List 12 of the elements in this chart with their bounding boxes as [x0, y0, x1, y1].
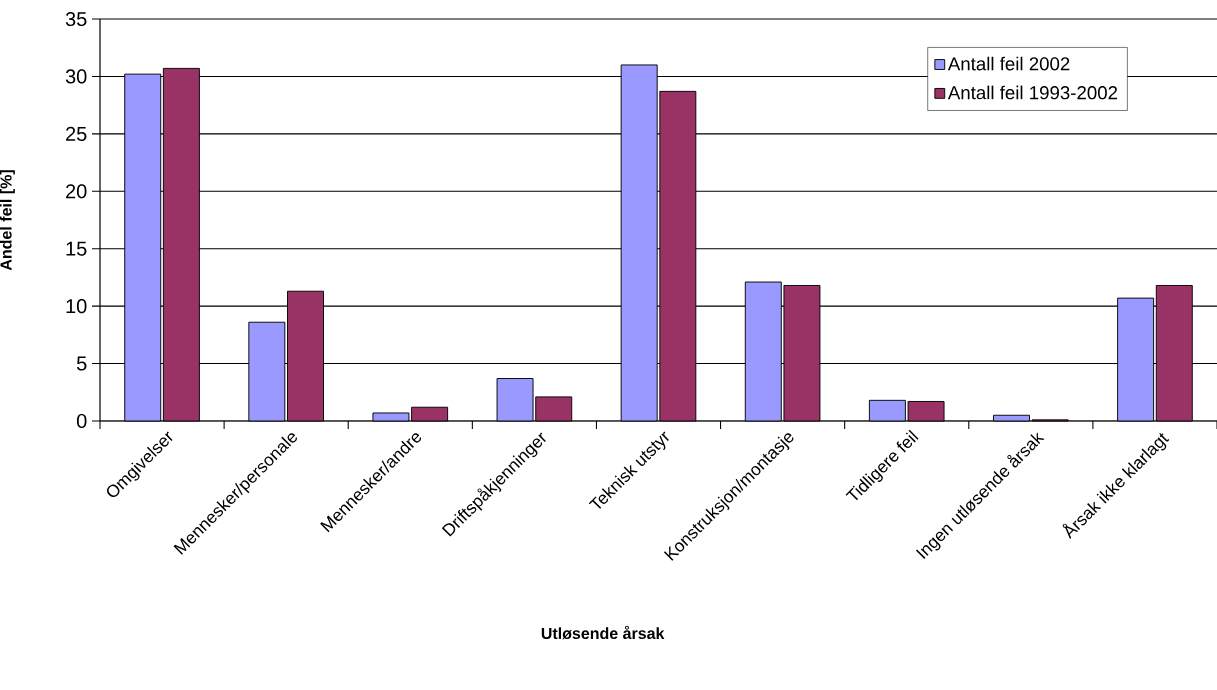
y-tick-label: 20	[66, 184, 87, 199]
y-tick-label: 10	[66, 299, 87, 314]
y-tick-label: 5	[76, 356, 87, 371]
legend-label: Antall feil 2002	[947, 56, 1070, 71]
y-tick-label: 25	[66, 126, 87, 141]
x-axis-title: Utløsende årsak	[541, 625, 665, 640]
legend-label: Antall feil 1993-2002	[947, 85, 1118, 100]
y-tick-label: 30	[65, 69, 87, 84]
y-tick-label: 35	[65, 11, 87, 27]
y-axis-title: Andel feil [%]	[0, 170, 15, 271]
y-tick-label: 15	[66, 241, 87, 256]
y-tick-label: 0	[76, 413, 87, 429]
